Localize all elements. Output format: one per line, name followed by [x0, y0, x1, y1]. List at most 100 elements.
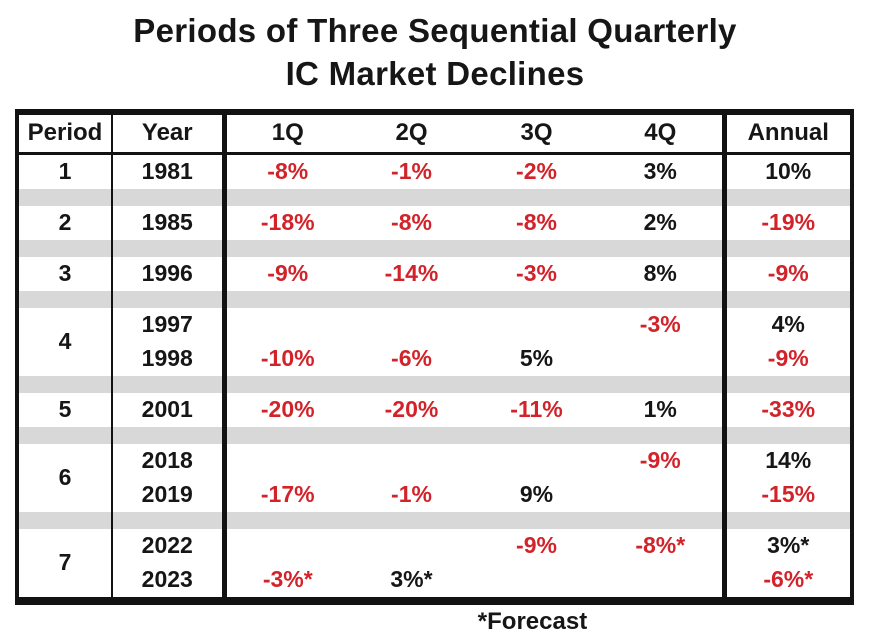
separator-cell — [224, 511, 727, 529]
table-row: 1 1981 -8% -1% -2% 3% 10% — [17, 153, 852, 189]
page-title-line2: IC Market Declines — [285, 54, 585, 92]
quarter-value-cell: -8%* — [599, 528, 727, 563]
column-header: 3Q — [474, 111, 599, 155]
annual-value-cell: -19% — [761, 209, 816, 236]
separator-row — [17, 511, 852, 529]
forecast-footnote: *Forecast — [477, 607, 588, 635]
table-body: 1 1981 -8% -1% -2% 3% 10% 2 1985 -18% -8% -8% 2% -19%… — [17, 153, 852, 601]
column-header: Period — [17, 111, 113, 155]
quarter-value-cell: 3%* — [390, 566, 433, 593]
quarter-value-cell — [599, 562, 727, 601]
separator-cell — [224, 375, 727, 393]
column-header: 2Q — [349, 111, 474, 155]
quarter-value-cell — [474, 308, 599, 342]
separator-row — [17, 188, 852, 206]
quarter-value-cell: -3% — [516, 260, 557, 287]
column-header: 4Q — [599, 111, 727, 155]
separator-row — [17, 375, 852, 393]
quarter-value-cell: -9% — [516, 532, 557, 559]
quarter-value-cell — [474, 563, 599, 601]
quarter-value-cell: -20% — [260, 396, 315, 423]
separator-cell — [224, 290, 727, 308]
separator-cell — [224, 239, 727, 257]
year-cell: 2023 — [112, 562, 227, 601]
annual-value-cell: -6%* — [763, 566, 814, 593]
period-cell: 6 — [17, 443, 113, 512]
separator-cell — [17, 290, 113, 308]
quarter-value-cell — [474, 444, 599, 478]
separator-row — [17, 290, 852, 308]
annual-value-cell: -9% — [767, 345, 809, 372]
year-cell: 1997 — [112, 307, 227, 342]
separator-cell — [17, 426, 113, 444]
year-cell: 1996 — [112, 256, 227, 291]
quarter-value-cell: 1% — [599, 392, 727, 427]
ic-decline-table: Period Year 1Q 2Q 3Q 4Q Annual 1 1981 -8% -1% -2% 3… — [15, 108, 854, 605]
quarter-value-cell — [599, 477, 727, 512]
separator-cell — [17, 188, 113, 206]
quarter-value-cell: -8% — [391, 209, 432, 236]
separator-cell — [724, 188, 852, 206]
page-title: Periods of Three Sequential Quarterly IC… — [0, 0, 870, 96]
separator-cell — [224, 188, 727, 206]
page-title-line1: Periods of Three Sequential Quarterly — [133, 12, 737, 49]
separator-cell — [724, 290, 852, 308]
separator-cell — [224, 426, 727, 444]
period-cell: 1 — [17, 153, 113, 189]
separator-cell — [724, 239, 852, 257]
quarter-value-cell: 9% — [519, 481, 554, 508]
period-cell: 7 — [17, 528, 113, 601]
quarter-value-cell — [349, 529, 474, 563]
separator-cell — [112, 188, 227, 206]
annual-value-cell: 10% — [765, 158, 812, 185]
year-cell: 2019 — [112, 477, 227, 512]
separator-row — [17, 426, 852, 444]
annual-value-cell: -15% — [761, 481, 816, 508]
table-row: 7 2022 -9% -8%* 3%* — [17, 528, 852, 601]
quarter-value-cell: -1% — [391, 481, 432, 508]
annual-value-cell: -33% — [761, 396, 816, 423]
quarter-value-cell: -3%* — [262, 566, 313, 593]
quarter-value-cell: -10% — [260, 345, 315, 372]
quarter-value-cell: -8% — [516, 209, 557, 236]
table-header: Period Year 1Q 2Q 3Q 4Q Annual — [17, 111, 852, 155]
quarter-value-cell: -8% — [267, 158, 309, 185]
quarter-value-cell — [599, 341, 727, 376]
quarter-value-cell: -18% — [260, 209, 315, 236]
column-header: Year — [112, 111, 227, 155]
separator-cell — [724, 426, 852, 444]
separator-cell — [112, 426, 227, 444]
annual-value-cell: -9% — [767, 260, 809, 287]
year-cell: 2001 — [112, 392, 227, 427]
annual-value-cell: 14% — [765, 447, 812, 474]
table-row: 6 2018 -9% 14% — [17, 443, 852, 512]
separator-cell — [112, 239, 227, 257]
quarter-value-cell: -6% — [391, 345, 432, 372]
quarter-value-cell: -9% — [599, 443, 727, 478]
annual-value-cell: 3%* — [767, 532, 810, 559]
quarter-value-cell: 8% — [599, 256, 727, 291]
quarter-value-cell: -11% — [510, 396, 563, 423]
table-row: 2 1985 -18% -8% -8% 2% -19% — [17, 205, 852, 240]
quarter-value-cell: -9% — [267, 260, 309, 287]
year-cell: 2022 — [112, 528, 227, 563]
separator-cell — [724, 375, 852, 393]
year-cell: 1985 — [112, 205, 227, 240]
separator-row — [17, 239, 852, 257]
period-cell: 2 — [17, 205, 113, 240]
year-cell: 1981 — [112, 153, 227, 189]
separator-cell — [724, 511, 852, 529]
table-container: Period Year 1Q 2Q 3Q 4Q Annual 1 1981 -8% -1% -2% 3… — [15, 108, 854, 605]
quarter-value-cell: -20% — [384, 396, 439, 423]
quarter-value-cell — [349, 444, 474, 478]
quarter-value-cell — [224, 529, 349, 563]
separator-cell — [112, 290, 227, 308]
separator-cell — [17, 375, 113, 393]
separator-cell — [17, 511, 113, 529]
separator-cell — [112, 511, 227, 529]
header-row: Period Year 1Q 2Q 3Q 4Q Annual — [17, 111, 852, 155]
table-row: 1998 -10% -6% 5% -9% — [17, 341, 852, 376]
quarter-value-cell: -17% — [260, 481, 315, 508]
table-row: 2023 -3%* 3%* -6%* — [17, 562, 852, 601]
